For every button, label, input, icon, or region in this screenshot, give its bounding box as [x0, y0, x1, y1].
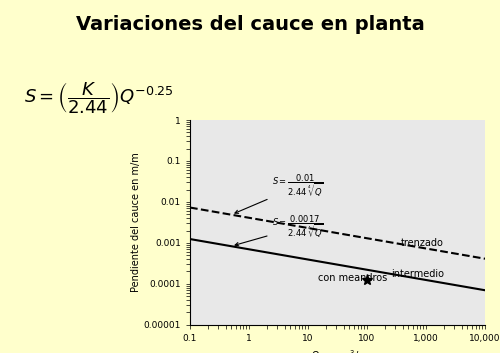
- trenzado: [327, 230, 333, 234]
- intermedio: [329, 262, 335, 266]
- intermedio: [482, 288, 488, 292]
- X-axis label: Q, en m$^3$/s: Q, en m$^3$/s: [311, 348, 364, 353]
- trenzado: [329, 230, 335, 234]
- intermedio: [362, 268, 368, 272]
- Text: $S = \left(\dfrac{K}{2.44}\right)Q^{-0.25}$: $S = \left(\dfrac{K}{2.44}\right)Q^{-0.2…: [24, 80, 174, 116]
- intermedio: [475, 287, 481, 291]
- Line: trenzado: trenzado: [190, 208, 485, 259]
- intermedio: [327, 261, 333, 265]
- Text: Variaciones del cauce en planta: Variaciones del cauce en planta: [76, 14, 424, 34]
- intermedio: [346, 265, 352, 269]
- Y-axis label: Pendiente del cauce en m/m: Pendiente del cauce en m/m: [131, 152, 141, 292]
- trenzado: [475, 255, 481, 259]
- trenzado: [187, 205, 193, 210]
- trenzado: [362, 236, 368, 240]
- trenzado: [482, 257, 488, 261]
- Text: $S = \dfrac{0.0017}{2.44\,\sqrt[4]{Q}}$: $S = \dfrac{0.0017}{2.44\,\sqrt[4]{Q}}$: [235, 214, 324, 246]
- intermedio: [187, 237, 193, 241]
- intermedio: [429, 279, 435, 283]
- Text: trenzado: trenzado: [401, 238, 444, 247]
- Text: con meandros: con meandros: [318, 273, 388, 282]
- trenzado: [429, 247, 435, 252]
- Line: intermedio: intermedio: [190, 239, 485, 290]
- trenzado: [346, 233, 352, 237]
- Text: intermedio: intermedio: [391, 269, 444, 279]
- Text: $S = \dfrac{0.01}{2.44\,\sqrt[4]{Q}}$: $S = \dfrac{0.01}{2.44\,\sqrt[4]{Q}}$: [235, 173, 324, 213]
